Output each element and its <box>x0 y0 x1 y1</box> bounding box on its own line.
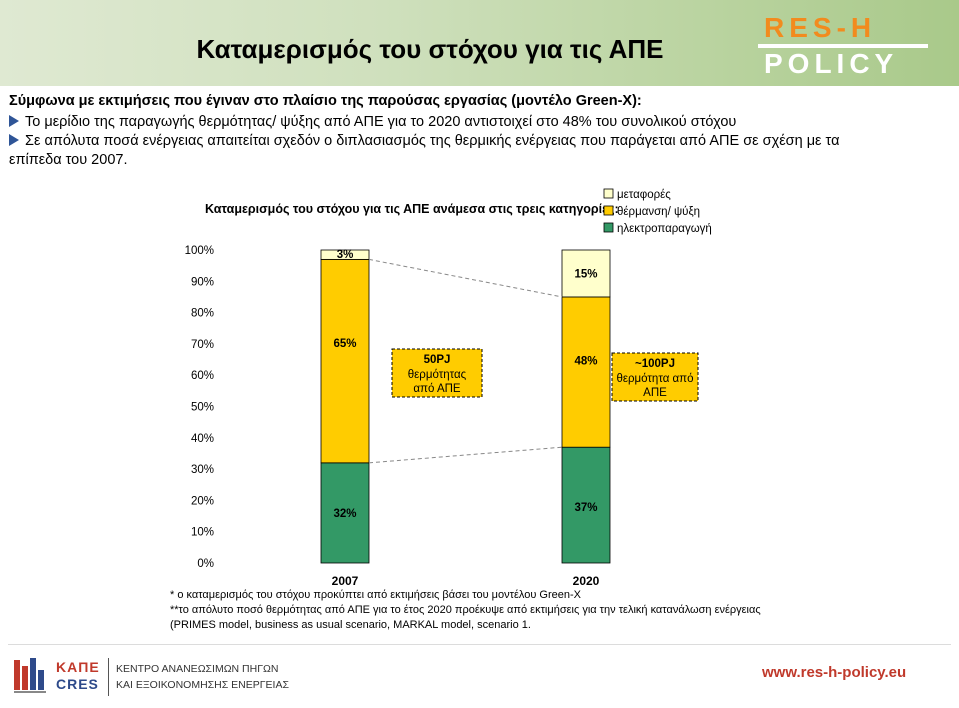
bullet-arrow-icon <box>9 134 19 146</box>
annotation-line: ΑΠΕ <box>643 387 667 399</box>
x-tick-label: 2020 <box>573 574 600 588</box>
cres-logo: ΚΑΠΕ CRES ΚΕΝΤΡΟ ΑΝΑΝΕΩΣΙΜΩΝ ΠΗΓΩΝ ΚΑΙ Ε… <box>12 656 289 698</box>
footer-divider <box>8 644 951 645</box>
intro-text: Σύμφωνα με εκτιμήσεις που έγιναν στο πλα… <box>9 93 642 109</box>
bar-segment <box>561 446 611 564</box>
cres-emblem-icon <box>14 658 46 693</box>
org-short-greek: ΚΑΠΕ <box>56 659 100 675</box>
bullet-2-continuation: επίπεδα του 2007. <box>9 152 128 168</box>
data-label: 37% <box>574 502 597 514</box>
website-link[interactable]: www.res-h-policy.eu <box>762 664 907 681</box>
y-tick-label: 0% <box>197 558 214 570</box>
logo-divider <box>758 44 928 48</box>
y-tick-label: 40% <box>191 433 214 445</box>
bar-segment <box>561 249 611 298</box>
bullet-2: Σε απόλυτα ποσά ενέργειας απαιτείται σχε… <box>9 133 839 149</box>
legend-label: ηλεκτροπαραγωγή <box>617 223 712 235</box>
logo-line2: POLICY <box>764 48 899 79</box>
y-tick-label: 100% <box>185 245 214 257</box>
data-label: 15% <box>574 268 597 280</box>
legend-label: θέρμανση/ ψύξη <box>617 206 700 218</box>
bar-segment <box>320 462 370 564</box>
footnote: (PRIMES model, business as usual scenari… <box>170 619 531 631</box>
annotation-box <box>611 352 699 402</box>
bullet-1: Το μερίδιο της παραγωγής θερμότητας/ ψύξ… <box>9 114 736 130</box>
y-tick-label: 80% <box>191 308 214 320</box>
bar-segment <box>320 249 370 260</box>
y-tick-label: 70% <box>191 339 214 351</box>
annotation-line: από ΑΠΕ <box>413 383 461 395</box>
res-h-policy-logo: RES-H POLICY <box>758 12 928 79</box>
org-full-line2: ΚΑΙ ΕΞΟΙΚΟΝΟΜΗΣΗΣ ΕΝΕΡΓΕΙΑΣ <box>116 679 289 691</box>
bar-segment <box>320 258 370 464</box>
y-tick-label: 10% <box>191 527 214 539</box>
x-tick-label: 2007 <box>332 574 359 588</box>
annotation-line: θερμότητα από <box>616 373 693 385</box>
y-tick-label: 60% <box>191 370 214 382</box>
legend-label: μεταφορές <box>617 189 671 201</box>
cres-separator <box>108 658 109 696</box>
org-full-line1: ΚΕΝΤΡΟ ΑΝΑΝΕΩΣΙΜΩΝ ΠΗΓΩΝ <box>116 663 279 675</box>
chart-title: Καταμερισμός του στόχου για τις ΑΠΕ ανάμ… <box>205 202 619 216</box>
footnote: * ο καταμερισμός του στόχου προκύπτει απ… <box>170 589 582 601</box>
data-label: 48% <box>574 356 597 368</box>
connector-line <box>368 446 563 464</box>
data-label: 32% <box>333 508 356 520</box>
legend-swatch <box>603 205 614 216</box>
connector-line <box>368 258 563 298</box>
footnote: **το απόλυτο ποσό θερμότητας από ΑΠΕ για… <box>170 604 761 616</box>
y-tick-label: 30% <box>191 464 214 476</box>
y-tick-label: 90% <box>191 276 214 288</box>
page-title: Καταμερισμός του στόχου για τις ΑΠΕ <box>196 34 664 64</box>
bar-segment <box>561 296 611 448</box>
y-tick-label: 50% <box>191 402 214 414</box>
bullet-1-text: Το μερίδιο της παραγωγής θερμότητας/ ψύξ… <box>25 114 737 130</box>
data-label: 65% <box>333 338 356 350</box>
annotation-head: 50PJ <box>424 354 451 366</box>
org-short-latin: CRES <box>56 676 99 692</box>
header-band <box>0 0 959 86</box>
legend-swatch <box>603 222 614 233</box>
bullet-2-text: Σε απόλυτα ποσά ενέργειας απαιτείται σχε… <box>25 133 840 149</box>
bullet-arrow-icon <box>9 115 19 127</box>
annotation-head: ~100PJ <box>635 358 675 370</box>
data-label: 3% <box>337 249 354 261</box>
annotation-line: θερμότητας <box>408 369 467 381</box>
y-tick-label: 20% <box>191 495 214 507</box>
legend-swatch <box>603 188 614 199</box>
annotation-box <box>391 348 483 398</box>
logo-line1: RES-H <box>764 12 877 43</box>
